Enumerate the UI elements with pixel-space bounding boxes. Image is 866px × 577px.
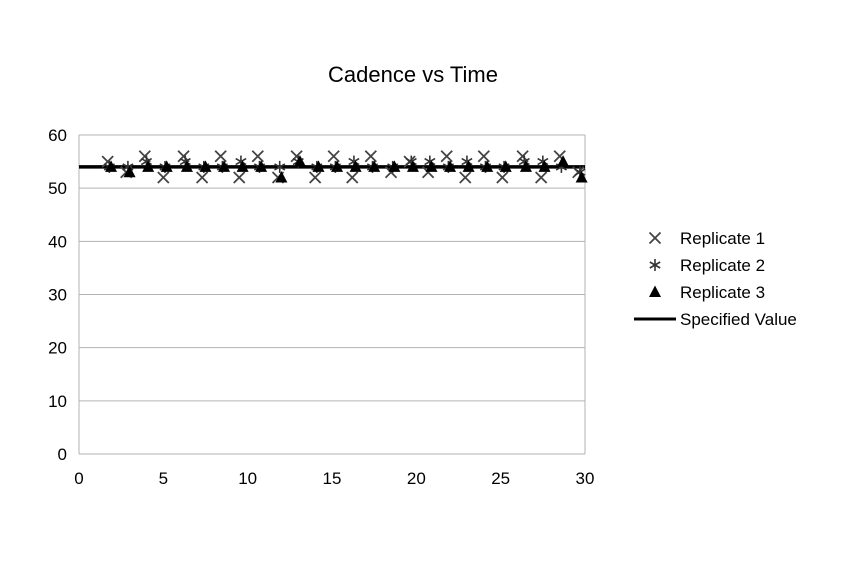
series-1-point	[195, 171, 209, 184]
y-tick-label: 20	[48, 339, 67, 358]
series-3-point	[575, 171, 588, 183]
series-3-point	[312, 160, 325, 172]
series-1-point	[535, 171, 548, 184]
legend-label: Replicate 2	[680, 256, 765, 275]
series-3-point	[349, 160, 362, 172]
series-3-point	[142, 160, 155, 172]
series-3-point	[123, 165, 136, 178]
series-3-point	[444, 160, 457, 172]
series-3-point	[331, 160, 344, 172]
x-tick-label: 5	[159, 469, 168, 488]
asterisk-legend-icon	[649, 259, 661, 271]
grid-lines	[79, 134, 585, 455]
series-1-point	[233, 171, 246, 184]
axes	[78, 135, 586, 454]
series-1-point	[157, 171, 170, 184]
y-tick-label: 60	[48, 126, 67, 145]
series-3-point	[180, 160, 193, 172]
legend-label: Replicate 3	[680, 283, 765, 302]
x-tick-label: 30	[576, 469, 595, 488]
y-tick-label: 10	[48, 392, 67, 411]
series-1-point	[327, 150, 340, 163]
series-3-point	[519, 160, 532, 172]
legend: Replicate 1 Replicate 2 Replicate 3 Specifi…	[634, 229, 797, 329]
series-3-point	[538, 160, 551, 172]
series-1-point	[364, 150, 377, 163]
y-tick-label: 50	[48, 179, 67, 198]
series-3-point	[293, 155, 306, 167]
series-1-point	[214, 150, 227, 163]
series-3-point	[388, 160, 401, 172]
series-3-point	[406, 160, 419, 172]
series-3-point	[218, 160, 231, 172]
chart-title: Cadence vs Time	[328, 62, 498, 87]
x-tick-label: 0	[74, 469, 83, 488]
tick-labels: 0 10 20 30 40 50 60 0 5 10 15 20 25 30	[48, 126, 594, 488]
plot-area	[79, 150, 588, 184]
series-1-point	[477, 150, 490, 163]
series-3-point	[160, 160, 173, 172]
series-1-point	[496, 171, 509, 184]
series-2-point	[274, 160, 286, 173]
series-1-point	[459, 171, 472, 184]
series-3-point	[275, 171, 288, 183]
triangle-legend-icon	[649, 285, 661, 297]
y-tick-label: 30	[48, 286, 67, 305]
x-tick-label: 20	[407, 469, 426, 488]
series-1-point	[251, 150, 264, 163]
x-tick-label: 25	[491, 469, 510, 488]
series-3-point	[557, 155, 570, 167]
x-legend-icon	[648, 231, 662, 245]
y-tick-label: 0	[58, 445, 67, 464]
series-3-point	[199, 160, 212, 172]
series-3-point	[105, 160, 118, 172]
series-3-point	[499, 160, 512, 172]
series-1-point	[308, 171, 322, 184]
series-3-point	[368, 160, 381, 172]
legend-label: Specified Value	[680, 310, 797, 329]
series-3-point	[462, 160, 475, 172]
x-tick-label: 10	[238, 469, 257, 488]
series-3-point	[236, 160, 249, 172]
legend-label: Replicate 1	[680, 229, 765, 248]
x-tick-label: 15	[323, 469, 342, 488]
series-1-point	[346, 171, 359, 184]
series-1-point	[440, 150, 453, 163]
series-3-point	[255, 160, 268, 172]
y-tick-label: 40	[48, 232, 67, 251]
series-3-point	[481, 160, 494, 172]
series-3-point	[425, 160, 438, 172]
